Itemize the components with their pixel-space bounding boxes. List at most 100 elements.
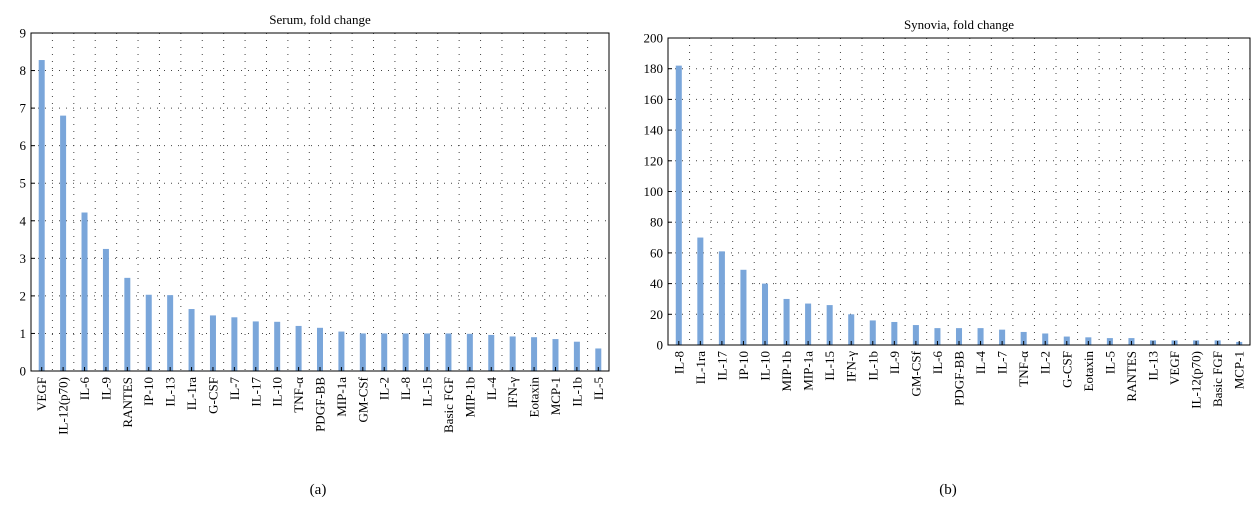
bar-il-7 xyxy=(999,329,1006,345)
bar-il-6 xyxy=(934,328,941,345)
x-tick-label: IL-8 xyxy=(671,351,686,374)
x-tick-label: IL-7 xyxy=(995,351,1010,375)
y-tick-label: 100 xyxy=(644,184,664,199)
x-tick-label: IL-10 xyxy=(758,351,773,381)
bar-il-15 xyxy=(424,333,431,371)
x-tick-label: RANTES xyxy=(120,377,135,428)
bar-il-9 xyxy=(891,321,898,345)
synovia-bar-chart: Synovia, fold change 0 20 40 60 80 100 120 140 16… xyxy=(644,17,1251,409)
x-tick-label: MIP-1a xyxy=(801,351,816,391)
bar-il-1b xyxy=(573,341,580,371)
bar-mip-1a xyxy=(805,303,812,345)
bar-mcp-1 xyxy=(552,339,559,371)
x-tick-label: IL-6 xyxy=(930,351,945,375)
bar-eotaxin xyxy=(531,337,538,371)
bar-il-4 xyxy=(977,328,984,345)
y-tick-label: 5 xyxy=(20,176,27,191)
x-tick-label: IL-10 xyxy=(270,377,285,407)
bar-il-2 xyxy=(381,333,388,371)
bar-il-12-p70- xyxy=(60,115,67,371)
y-tick-label: 20 xyxy=(650,307,663,322)
bar-il-1b xyxy=(869,320,876,345)
x-tick-label: VEGF xyxy=(1167,351,1182,385)
x-tick-label: IFN-γ xyxy=(505,377,520,408)
y-tick-label: 200 xyxy=(644,31,664,46)
x-tick-label: Eotaxin xyxy=(527,377,542,418)
y-tick-label: 2 xyxy=(20,288,27,303)
x-tick-label: IFN-γ xyxy=(844,351,859,382)
bar-il-2 xyxy=(1042,333,1049,345)
bar-mip-1a xyxy=(338,331,345,371)
x-tick-label: IP-10 xyxy=(736,351,751,380)
y-tick-label: 0 xyxy=(20,364,27,379)
x-tick-label: PDGF-BB xyxy=(313,377,328,432)
x-tick-label: MIP-1b xyxy=(779,351,794,391)
x-tick-label: IL-7 xyxy=(227,377,242,401)
x-tick-label: IL-4 xyxy=(484,377,499,401)
bar-il-7 xyxy=(231,317,238,371)
bar-il-8 xyxy=(675,65,682,345)
x-tick-label: G-CSF xyxy=(205,377,220,414)
bar-il-10 xyxy=(274,321,281,371)
x-tick-label: IL-9 xyxy=(98,377,113,400)
x-tick-label: GM-CSf xyxy=(908,350,923,396)
bar-vegf xyxy=(38,60,45,371)
x-tick-label: IL-12(p70) xyxy=(56,377,71,435)
y-tick-label: 140 xyxy=(644,123,664,138)
y-tick-label: 160 xyxy=(644,92,664,107)
x-tick-label: MCP-1 xyxy=(548,377,563,415)
x-tick-label: IL-13 xyxy=(163,377,178,407)
x-tick-label: Basic FGF xyxy=(1210,351,1225,407)
x-tick-label: IL-4 xyxy=(973,351,988,375)
x-tick-label: MIP-1b xyxy=(462,377,477,417)
bar-il-1ra xyxy=(188,309,195,371)
bar-g-csf xyxy=(209,315,216,371)
bar-ifn- xyxy=(509,336,516,371)
panel-caption-a: (a) xyxy=(309,482,327,498)
x-tick-label: IL-17 xyxy=(714,351,729,381)
x-tick-label: MCP-1 xyxy=(1232,351,1247,389)
bar-ip-10 xyxy=(740,269,747,345)
y-tick-label: 1 xyxy=(20,326,27,341)
bar-il-17 xyxy=(252,321,259,371)
x-tick-label: PDGF-BB xyxy=(952,351,967,406)
x-tick-label: RANTES xyxy=(1124,351,1139,402)
bar-g-csf xyxy=(1063,336,1070,345)
bar-pdgf-bb xyxy=(955,328,963,345)
y-tick-label: 4 xyxy=(20,213,27,228)
synovia-chart-panel: Synovia, fold change 0 20 40 60 80 100 120 140 16… xyxy=(628,0,1255,509)
bar-il-8 xyxy=(402,333,409,371)
serum-bar-chart: Serum, fold change 0 1 2 3 4 5 6 7 8 9 VEGF IL-12(p7… xyxy=(20,12,610,435)
x-tick-label: IL-2 xyxy=(1038,351,1053,374)
x-tick-label: IL-15 xyxy=(420,377,435,407)
bar-mip-1b xyxy=(466,333,473,371)
x-tick-label: IP-10 xyxy=(141,377,156,406)
x-tick-label: IL-1b xyxy=(569,377,584,407)
y-tick-label: 3 xyxy=(20,251,27,266)
bar-gm-csf xyxy=(359,333,366,371)
y-tick-label: 120 xyxy=(644,153,664,168)
x-tick-label: IL-1ra xyxy=(184,377,199,410)
chart-title: Serum, fold change xyxy=(269,12,371,27)
bar-gm-csf xyxy=(912,325,919,345)
bar-ifn- xyxy=(848,314,855,345)
serum-chart-panel: Serum, fold change 0 1 2 3 4 5 6 7 8 9 VEGF IL-12(p7… xyxy=(20,12,610,498)
x-tick-label: IL-2 xyxy=(377,377,392,400)
bar-il-17 xyxy=(718,251,725,345)
x-tick-label: IL-8 xyxy=(398,377,413,400)
bar-il-4 xyxy=(488,334,495,371)
bar-il-5 xyxy=(595,348,602,371)
x-tick-label: TNF-α xyxy=(291,377,306,413)
y-tick-label: 80 xyxy=(650,215,663,230)
y-tick-label: 7 xyxy=(20,101,27,116)
x-tick-label: TNF-α xyxy=(1016,351,1031,387)
bar-il-9 xyxy=(102,248,109,371)
y-tick-label: 40 xyxy=(650,276,663,291)
y-tick-label: 60 xyxy=(650,245,663,260)
x-tick-label: IL-9 xyxy=(887,351,902,374)
bar-rantes xyxy=(124,277,131,371)
bar-tnf- xyxy=(1020,331,1027,345)
y-tick-label: 180 xyxy=(644,61,664,76)
x-tick-label: IL-5 xyxy=(591,377,606,400)
x-tick-label: IL-1b xyxy=(865,351,880,381)
